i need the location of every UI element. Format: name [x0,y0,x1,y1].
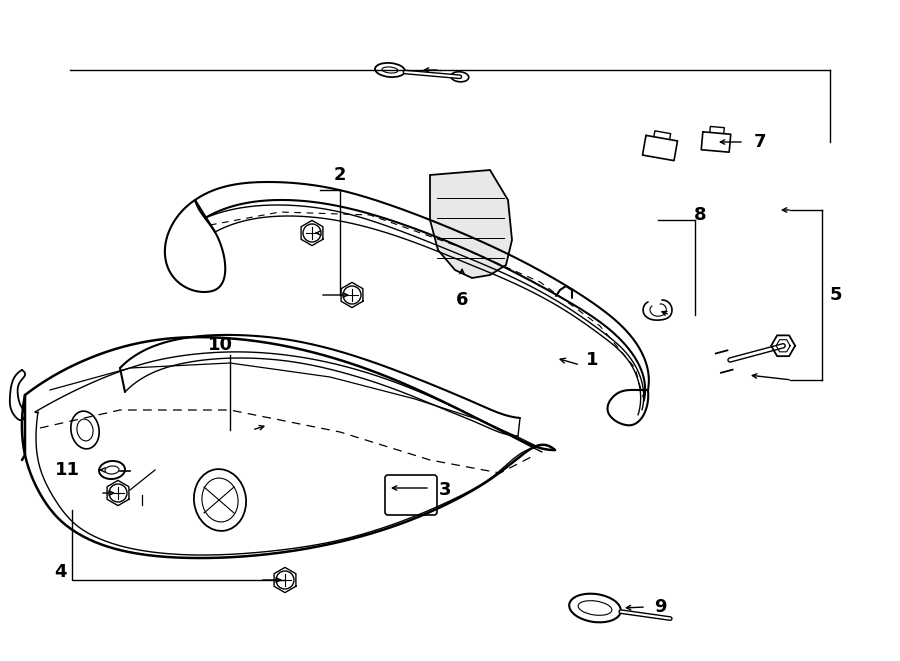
Text: 5: 5 [830,286,842,304]
Text: 1: 1 [586,351,598,369]
Text: 9: 9 [653,598,666,616]
Polygon shape [430,170,512,278]
Text: 2: 2 [334,166,346,184]
Text: 8: 8 [694,206,706,224]
Text: 11: 11 [55,461,80,479]
Text: 3: 3 [439,481,451,499]
Text: 7: 7 [754,133,766,151]
Text: 10: 10 [208,336,232,354]
Text: 6: 6 [455,291,468,309]
Text: 4: 4 [54,563,67,581]
